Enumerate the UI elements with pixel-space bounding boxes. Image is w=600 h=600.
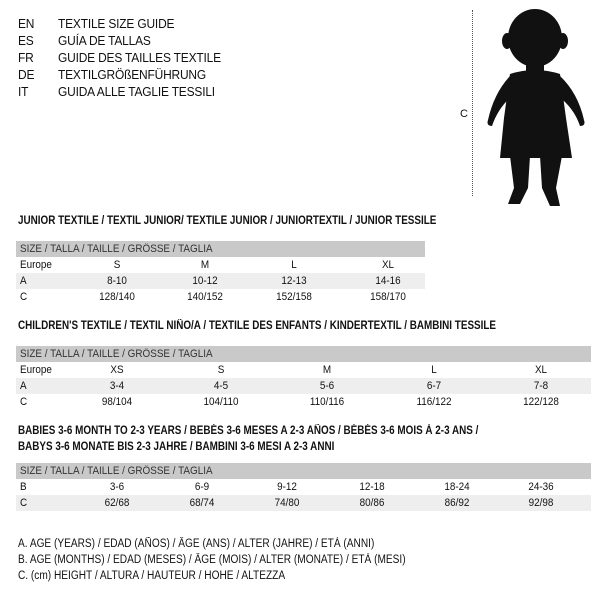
table-header-row: SIZE / TALLA / TAILLE / GRÖSSE / TAGLIA [16, 346, 591, 362]
babies-table-title-2: BABYS 3-6 MONATE BIS 2-3 JAHRE / BAMBINI… [18, 441, 335, 453]
cell: 8-10 [107, 275, 127, 287]
cell: 12-18 [359, 481, 385, 493]
legend-a: A. AGE (YEARS) / EDAD (AÑOS) / ÂGE (ANS)… [18, 538, 375, 550]
cell: 9-12 [277, 481, 297, 493]
cell: S [113, 259, 121, 271]
lang-code: FR [18, 50, 34, 65]
height-measure-line [472, 10, 473, 196]
babies-table-title: BABIES 3-6 MONTH TO 2-3 YEARS / BEBÉS 3-… [18, 425, 479, 437]
lang-title: GUÍA DE TALLAS [58, 33, 151, 48]
row-label: B [20, 481, 27, 493]
babies-size-table: SIZE / TALLA / TAILLE / GRÖSSE / TAGLIA … [16, 463, 591, 511]
cell: 98/104 [101, 396, 133, 408]
table-row: Europe S M L XL [16, 257, 425, 273]
cell: 6-9 [194, 481, 210, 493]
table-row: C 62/68 68/74 74/80 80/86 86/92 92/98 [16, 495, 591, 511]
cell: 12-13 [281, 275, 307, 287]
cell: 5-6 [319, 380, 335, 392]
cell: 3-4 [109, 380, 125, 392]
cell: 14-16 [375, 275, 401, 287]
lang-title: GUIDE DES TAILLES TEXTILE [58, 50, 221, 65]
cell: 68/74 [189, 497, 215, 509]
table-row: B 3-6 6-9 9-12 12-18 18-24 24-36 [16, 479, 591, 495]
row-label: A [20, 380, 27, 392]
cell: M [322, 364, 332, 376]
lang-title: TEXTILGRÖßENFÜHRUNG [58, 67, 207, 82]
row-label: Europe [20, 364, 52, 376]
row-label: A [20, 275, 27, 287]
cell: 158/170 [370, 291, 406, 303]
junior-table-title: JUNIOR TEXTILE / TEXTIL JUNIOR/ TEXTILE … [18, 215, 437, 227]
cell: 110/116 [309, 396, 345, 408]
table-header: SIZE / TALLA / TAILLE / GRÖSSE / TAGLIA [20, 243, 213, 255]
cell: XS [110, 364, 124, 376]
cell: 92/98 [528, 497, 554, 509]
children-size-table: SIZE / TALLA / TAILLE / GRÖSSE / TAGLIA … [16, 346, 591, 410]
cell: M [200, 259, 210, 271]
cell: L [431, 364, 437, 376]
cell: 10-12 [192, 275, 218, 287]
junior-size-table: SIZE / TALLA / TAILLE / GRÖSSE / TAGLIA … [16, 241, 425, 305]
legend-c: C. (cm) HEIGHT / ALTURA / HAUTEUR / HÖHE… [18, 570, 286, 582]
lang-title: GUIDA ALLE TAGLIE TESSILI [58, 84, 215, 99]
lang-code: ES [18, 33, 34, 48]
cell: 140/152 [187, 291, 223, 303]
table-header-row: SIZE / TALLA / TAILLE / GRÖSSE / TAGLIA [16, 463, 591, 479]
cell: 152/158 [276, 291, 312, 303]
cell: S [217, 364, 225, 376]
table-header: SIZE / TALLA / TAILLE / GRÖSSE / TAGLIA [20, 465, 213, 477]
table-row: C 128/140 140/152 152/158 158/170 [16, 289, 425, 305]
legend-b: B. AGE (MONTHS) / EDAD (MESES) / ÂGE (MO… [18, 554, 406, 566]
row-label: C [20, 396, 28, 408]
table-header-row: SIZE / TALLA / TAILLE / GRÖSSE / TAGLIA [16, 241, 425, 257]
cell: 7-8 [533, 380, 549, 392]
height-label: C [460, 108, 468, 120]
lang-code: DE [18, 67, 35, 82]
cell: 3-6 [109, 481, 125, 493]
cell: 116/122 [416, 396, 452, 408]
cell: 62/68 [104, 497, 130, 509]
cell: 74/80 [274, 497, 300, 509]
cell: 80/86 [359, 497, 385, 509]
cell: 122/128 [523, 396, 559, 408]
cell: 24-36 [528, 481, 554, 493]
row-label: C [20, 291, 28, 303]
lang-code: IT [18, 84, 29, 99]
cell: 86/92 [444, 497, 470, 509]
lang-title: TEXTILE SIZE GUIDE [58, 16, 175, 31]
cell: L [291, 259, 297, 271]
cell: 6-7 [426, 380, 442, 392]
table-row: Europe XS S M L XL [16, 362, 591, 378]
table-row: A 3-4 4-5 5-6 6-7 7-8 [16, 378, 591, 394]
row-label: C [20, 497, 28, 509]
cell: 128/140 [99, 291, 135, 303]
table-header: SIZE / TALLA / TAILLE / GRÖSSE / TAGLIA [20, 348, 213, 360]
cell: XL [534, 364, 548, 376]
cell: 4-5 [213, 380, 229, 392]
children-table-title: CHILDREN'S TEXTILE / TEXTIL NIÑO/A / TEX… [18, 320, 497, 332]
lang-code: EN [18, 16, 35, 31]
cell: 18-24 [444, 481, 470, 493]
cell: 104/110 [203, 396, 239, 408]
child-silhouette-icon [487, 9, 585, 206]
row-label: Europe [20, 259, 52, 271]
cell: XL [381, 259, 395, 271]
table-row: C 98/104 104/110 110/116 116/122 122/128 [16, 394, 591, 410]
table-row: A 8-10 10-12 12-13 14-16 [16, 273, 425, 289]
